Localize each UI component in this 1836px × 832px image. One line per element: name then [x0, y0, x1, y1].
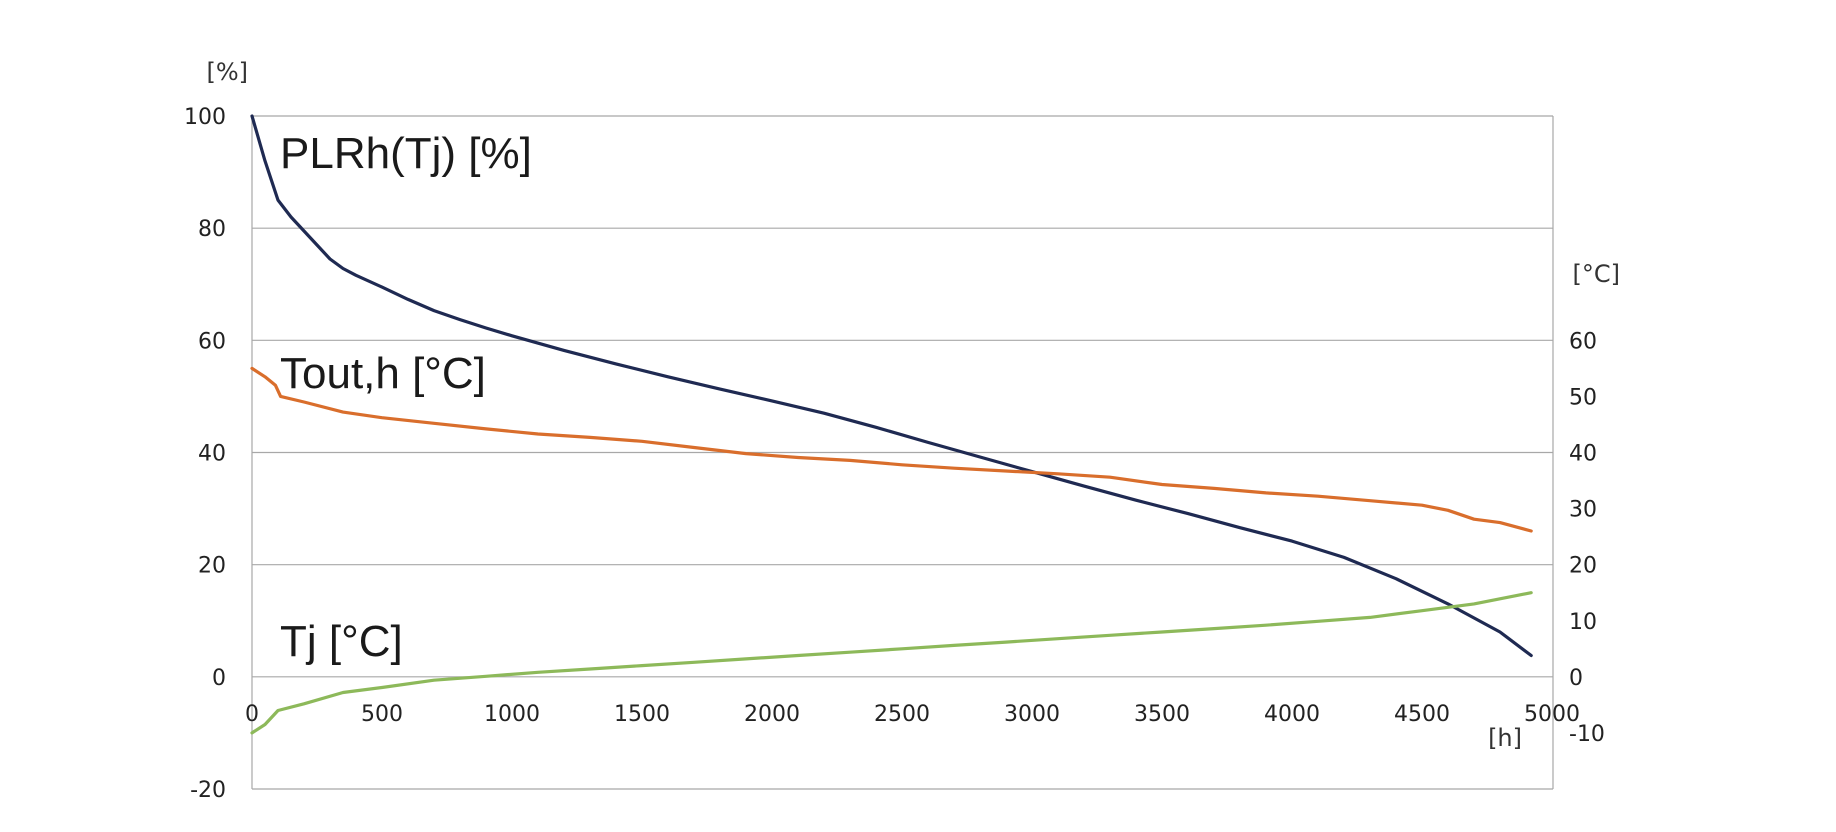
- y-left-tick-label: -20: [190, 778, 226, 803]
- y-right-tick-label: 0: [1569, 666, 1583, 691]
- y-left-unit: [%]: [206, 58, 248, 86]
- series-label-tj: Tj [°C]: [280, 617, 403, 666]
- series-label-tout: Tout,h [°C]: [280, 349, 486, 398]
- series-lines: [250, 114, 1533, 735]
- series-line-2: [250, 591, 1533, 735]
- y-left-tick-label: 40: [198, 442, 226, 467]
- y-right-unit: [°C]: [1573, 260, 1620, 288]
- x-tick-label: 3000: [1004, 702, 1060, 727]
- y-left-tick-label: 100: [184, 105, 226, 130]
- x-tick-label: 500: [361, 702, 403, 727]
- x-tick-label: 4000: [1264, 702, 1320, 727]
- series-line-0: [250, 114, 1533, 658]
- y-left-tick-label: 60: [198, 329, 226, 354]
- x-tick-label: 2500: [874, 702, 930, 727]
- x-tick-label: 4500: [1394, 702, 1450, 727]
- y-left-tick-label: 20: [198, 554, 226, 579]
- x-tick-label: 1000: [484, 702, 540, 727]
- x-tick-label: 0: [245, 702, 259, 727]
- series-label-plrh: PLRh(Tj) [%]: [280, 129, 532, 178]
- series-line-1: [250, 366, 1533, 533]
- grid-lines: [252, 115, 1553, 790]
- y-right-tick-label: 60: [1569, 329, 1597, 354]
- y-left-tick-label: 0: [212, 666, 226, 691]
- y-right-tick-label: -10: [1569, 722, 1605, 747]
- x-unit: [h]: [1488, 724, 1522, 752]
- x-tick-label: 2000: [744, 702, 800, 727]
- x-tick-label: 5000: [1524, 702, 1580, 727]
- tick-labels: -20 0 20 40 60 80 100 -10 0 10 20 30 40 50 60 0 500 1000 1…: [184, 105, 1605, 803]
- y-left-tick-label: 80: [198, 217, 226, 242]
- axes: [251, 116, 1554, 789]
- y-right-tick-label: 40: [1569, 442, 1597, 467]
- y-right-tick-label: 50: [1569, 385, 1597, 410]
- y-right-tick-label: 30: [1569, 498, 1597, 523]
- y-right-tick-label: 20: [1569, 554, 1597, 579]
- x-tick-label: 1500: [614, 702, 670, 727]
- y-right-tick-label: 10: [1569, 610, 1597, 635]
- x-tick-label: 3500: [1134, 702, 1190, 727]
